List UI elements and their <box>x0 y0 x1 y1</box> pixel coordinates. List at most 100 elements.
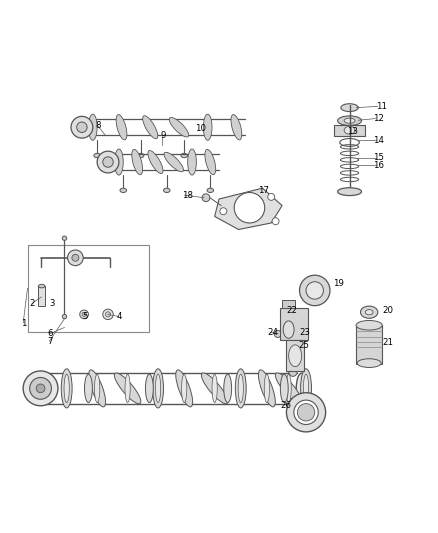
Ellipse shape <box>138 154 144 158</box>
Ellipse shape <box>338 116 361 125</box>
Ellipse shape <box>145 374 153 402</box>
Circle shape <box>30 377 51 399</box>
Bar <box>334 125 365 136</box>
Text: 24: 24 <box>268 328 279 337</box>
Ellipse shape <box>61 369 72 408</box>
Ellipse shape <box>163 188 170 192</box>
Ellipse shape <box>306 282 323 299</box>
Ellipse shape <box>132 149 143 175</box>
Ellipse shape <box>205 149 215 175</box>
Ellipse shape <box>201 373 228 404</box>
Text: 8: 8 <box>95 120 100 130</box>
Text: 21: 21 <box>382 338 393 347</box>
Text: 18: 18 <box>182 191 193 200</box>
Circle shape <box>202 194 210 201</box>
Bar <box>282 300 295 308</box>
Ellipse shape <box>64 374 69 402</box>
Ellipse shape <box>85 374 92 402</box>
Ellipse shape <box>116 115 127 140</box>
Ellipse shape <box>235 369 246 408</box>
Text: 6: 6 <box>47 329 53 338</box>
Bar <box>280 308 308 341</box>
Circle shape <box>97 151 119 173</box>
Ellipse shape <box>338 188 361 196</box>
Circle shape <box>67 250 83 265</box>
Ellipse shape <box>148 150 163 174</box>
Ellipse shape <box>176 370 193 407</box>
Circle shape <box>82 312 86 317</box>
Ellipse shape <box>212 374 217 402</box>
Polygon shape <box>215 188 282 230</box>
Text: 7: 7 <box>47 337 53 346</box>
Ellipse shape <box>289 366 297 376</box>
Circle shape <box>77 122 87 133</box>
Circle shape <box>294 400 318 424</box>
Ellipse shape <box>357 359 381 367</box>
Circle shape <box>103 309 113 320</box>
Ellipse shape <box>95 374 100 402</box>
Ellipse shape <box>182 374 187 402</box>
Circle shape <box>23 371 58 406</box>
Circle shape <box>274 330 281 337</box>
Text: 3: 3 <box>49 299 55 308</box>
Ellipse shape <box>365 310 373 315</box>
Ellipse shape <box>207 188 214 192</box>
Ellipse shape <box>152 369 163 408</box>
Circle shape <box>220 208 227 215</box>
Ellipse shape <box>39 284 45 288</box>
Ellipse shape <box>283 321 294 338</box>
Circle shape <box>80 310 88 319</box>
Bar <box>39 286 45 305</box>
Ellipse shape <box>120 188 127 192</box>
Ellipse shape <box>344 126 355 134</box>
Text: 26: 26 <box>280 401 291 410</box>
Ellipse shape <box>296 373 307 403</box>
Text: 22: 22 <box>286 305 297 314</box>
Text: 9: 9 <box>160 132 166 140</box>
Ellipse shape <box>356 320 382 330</box>
Circle shape <box>272 218 279 225</box>
Circle shape <box>106 312 111 317</box>
Circle shape <box>36 384 45 393</box>
Ellipse shape <box>143 116 158 139</box>
Ellipse shape <box>88 114 97 140</box>
Ellipse shape <box>203 114 212 140</box>
Ellipse shape <box>164 152 184 172</box>
Text: 13: 13 <box>347 127 358 136</box>
Text: 15: 15 <box>374 153 385 162</box>
Ellipse shape <box>258 370 276 407</box>
Ellipse shape <box>341 104 358 111</box>
Ellipse shape <box>231 115 242 140</box>
Ellipse shape <box>264 374 269 402</box>
Text: 10: 10 <box>195 124 206 133</box>
Ellipse shape <box>300 369 311 408</box>
Ellipse shape <box>169 117 189 137</box>
Ellipse shape <box>187 149 196 175</box>
Text: 1: 1 <box>21 319 26 328</box>
Circle shape <box>62 314 67 319</box>
Text: 17: 17 <box>258 186 269 195</box>
Ellipse shape <box>224 374 232 402</box>
Text: 23: 23 <box>300 328 311 337</box>
Text: 2: 2 <box>30 299 35 308</box>
Text: 20: 20 <box>382 305 393 314</box>
Ellipse shape <box>94 154 100 158</box>
Circle shape <box>297 403 315 421</box>
Circle shape <box>72 254 79 261</box>
Ellipse shape <box>280 374 288 402</box>
Text: 19: 19 <box>333 279 344 287</box>
Ellipse shape <box>276 373 302 404</box>
Ellipse shape <box>300 275 330 305</box>
Ellipse shape <box>125 374 130 402</box>
Ellipse shape <box>115 149 123 175</box>
Text: 12: 12 <box>374 114 385 123</box>
Ellipse shape <box>286 374 291 402</box>
Text: 25: 25 <box>299 341 310 350</box>
Text: 4: 4 <box>117 312 122 321</box>
Ellipse shape <box>360 306 378 318</box>
Bar <box>28 245 149 332</box>
Circle shape <box>62 236 67 240</box>
Ellipse shape <box>238 374 244 402</box>
Text: 5: 5 <box>82 312 88 321</box>
Bar <box>356 325 382 365</box>
